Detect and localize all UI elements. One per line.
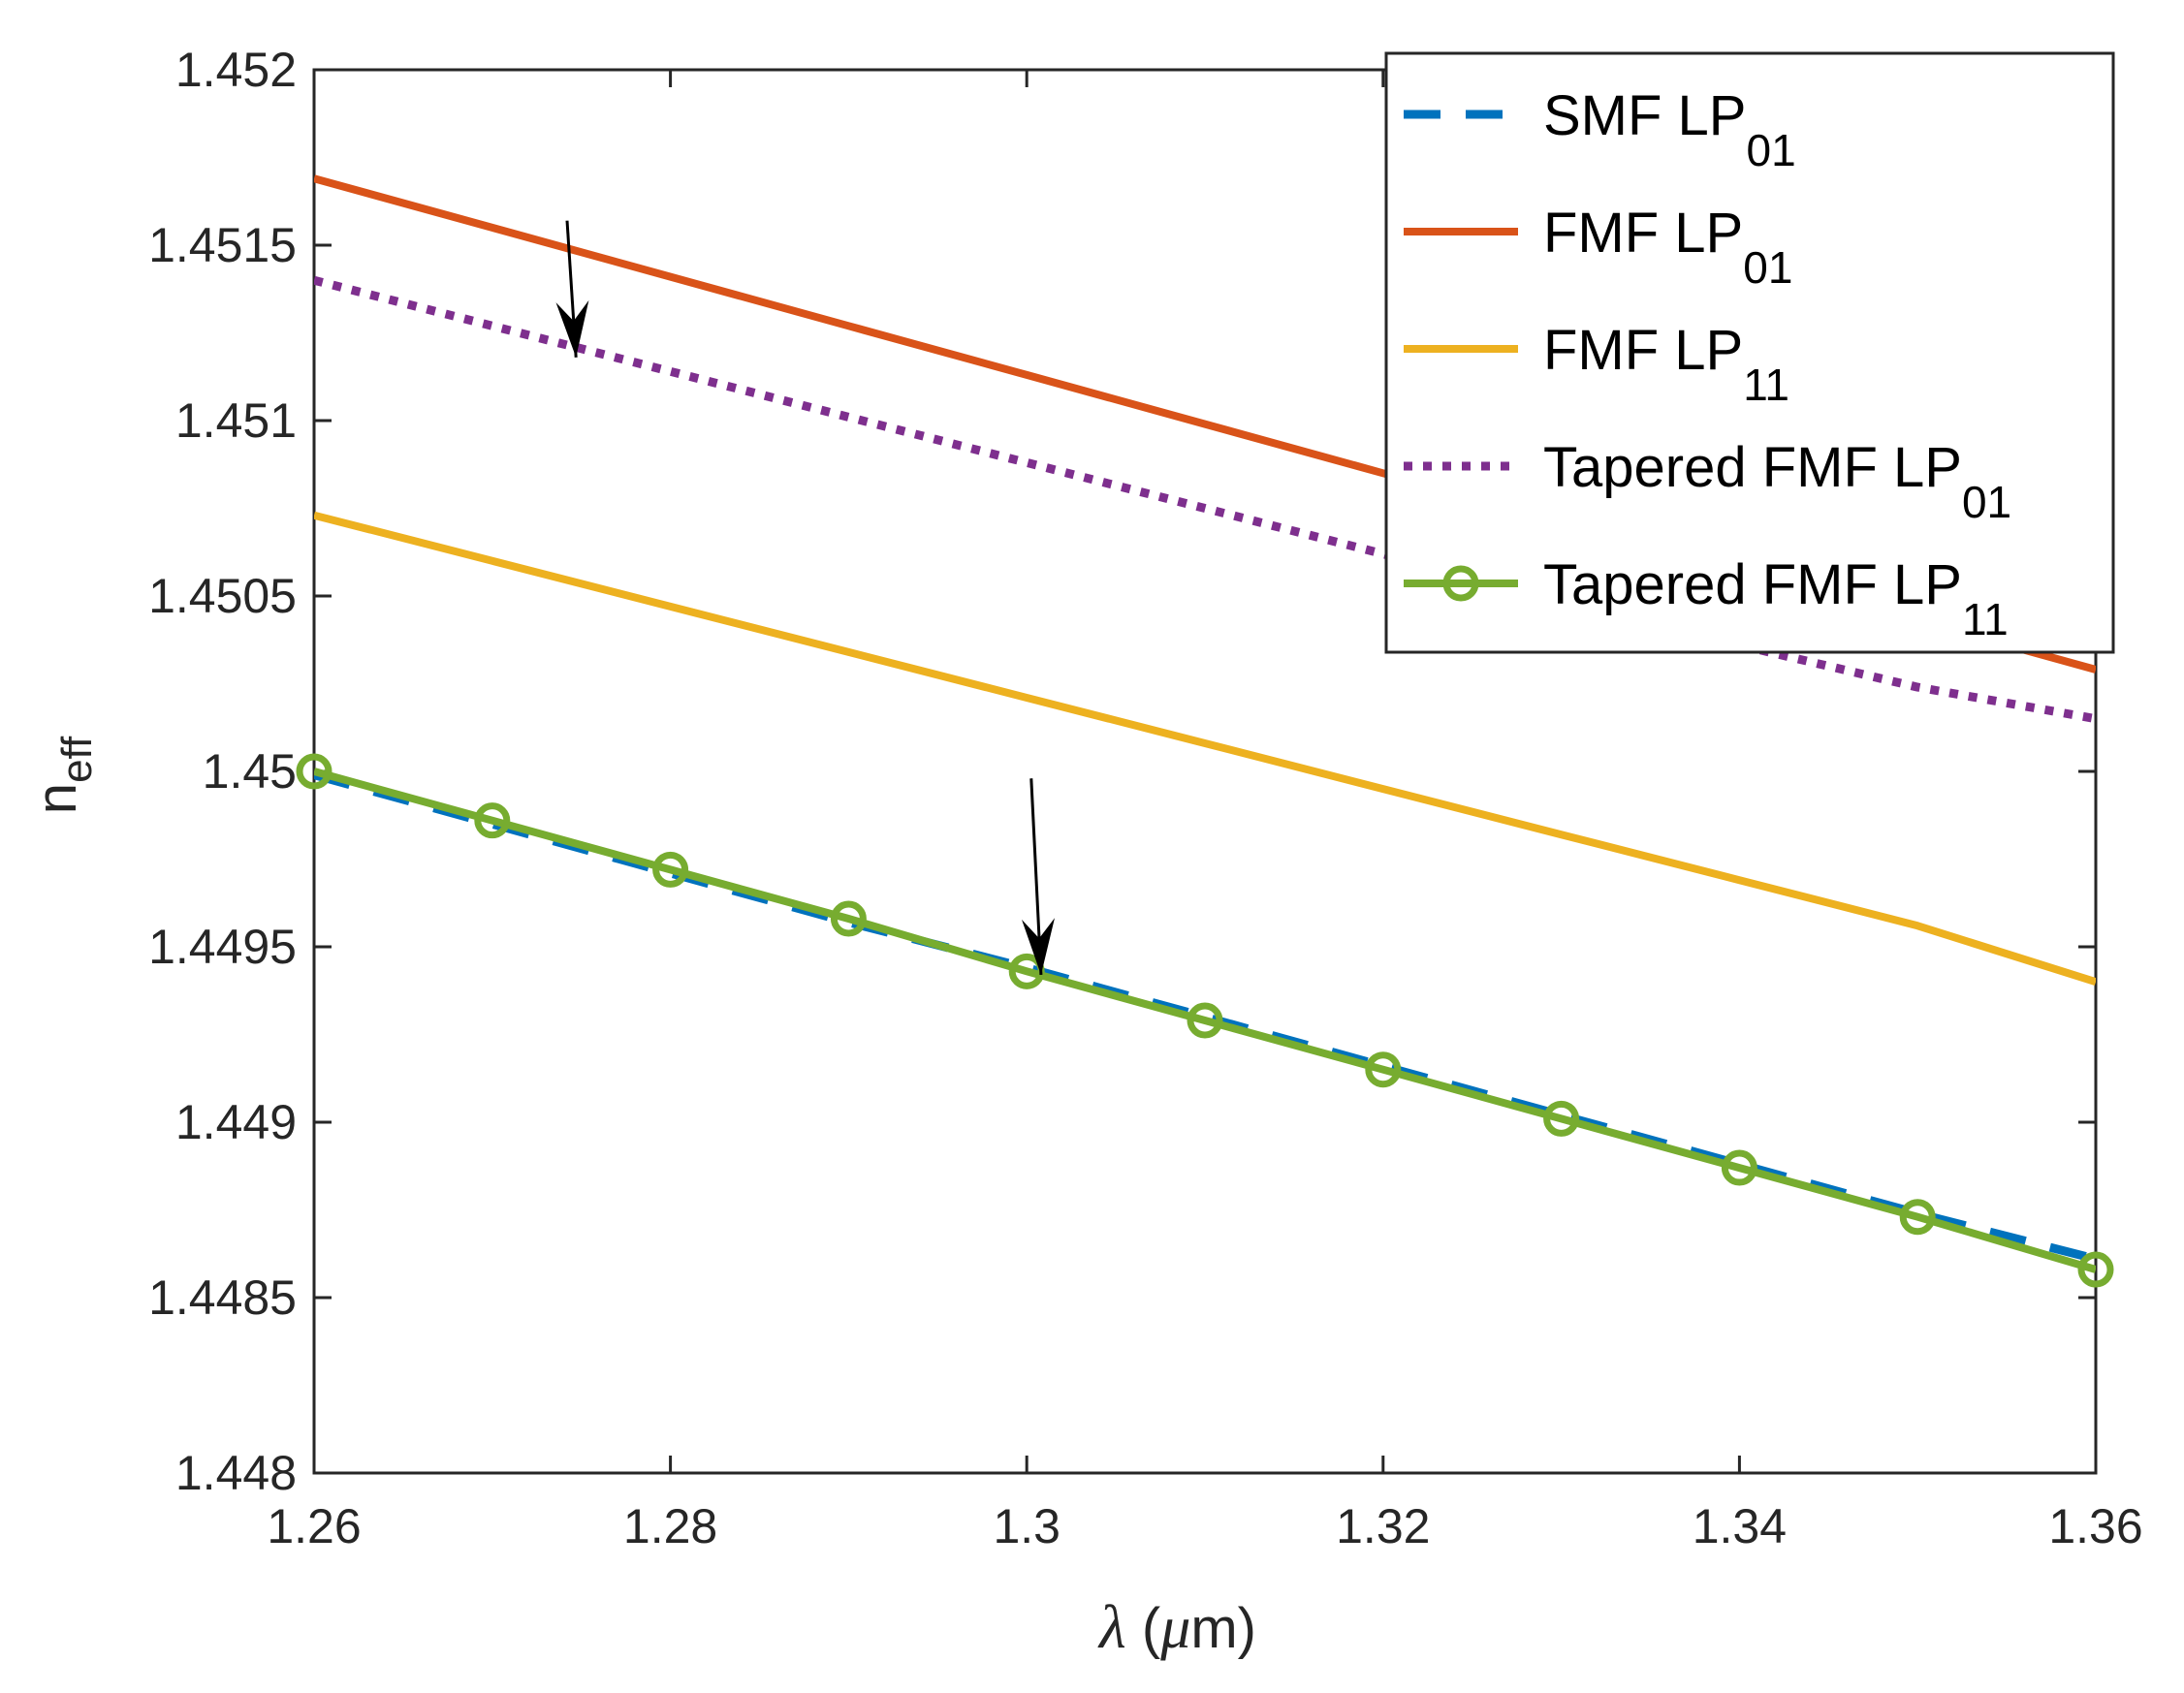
annotation-arrow bbox=[1022, 778, 1055, 976]
y-tick-label: 1.452 bbox=[175, 43, 297, 97]
x-axis-label: λ (μm) bbox=[1097, 1592, 1256, 1661]
legend-entry: SMF LP01 bbox=[1404, 84, 1796, 175]
series-line-fmf-lp11 bbox=[314, 511, 2096, 987]
y-tick-label: 1.4505 bbox=[148, 569, 297, 623]
data-point bbox=[2077, 1251, 2114, 1288]
series-line-tapered-fmf-lp01 bbox=[314, 275, 2096, 724]
x-axis-label-symbol: λ bbox=[1097, 1592, 1126, 1661]
data-point bbox=[830, 900, 867, 937]
y-tick-label: 1.4515 bbox=[148, 218, 297, 272]
y-tick-label: 1.45 bbox=[203, 744, 297, 799]
legend-marker bbox=[1442, 565, 1479, 602]
legend-label: SMF LP01 bbox=[1543, 84, 1796, 175]
x-tick-label: 1.26 bbox=[267, 1499, 361, 1553]
data-point bbox=[1721, 1149, 1757, 1186]
legend-label: Tapered FMF LP11 bbox=[1543, 553, 2009, 644]
x-axis-label-unit: m) bbox=[1190, 1597, 1256, 1660]
x-tick-label: 1.3 bbox=[993, 1499, 1060, 1553]
legend: SMF LP01 FMF LP01 FMF LP11 Tapered FMF LP01… bbox=[1384, 51, 2115, 654]
legend-entry: Tapered FMF LP11 bbox=[1404, 553, 2009, 644]
data-point bbox=[1365, 1051, 1402, 1088]
y-tick-label: 1.448 bbox=[175, 1446, 297, 1500]
x-axis-label-open: ( bbox=[1126, 1597, 1160, 1660]
data-point bbox=[1187, 1002, 1223, 1039]
legend-entry: FMF LP01 bbox=[1404, 202, 1792, 293]
y-axis-label: neff bbox=[25, 736, 101, 814]
data-point bbox=[296, 753, 332, 790]
axis-tick-labels: 1.26 1.28 1.3 1.32 1.34 1.36 1.448 1.4485 1.449 1… bbox=[148, 43, 2143, 1553]
legend-entry: Tapered FMF LP01 bbox=[1404, 436, 2011, 527]
data-point bbox=[1899, 1199, 1936, 1236]
x-tick-label: 1.34 bbox=[1693, 1499, 1787, 1553]
legend-entry: FMF LP11 bbox=[1404, 319, 1789, 410]
y-tick-label: 1.4495 bbox=[148, 920, 297, 974]
legend-label: FMF LP01 bbox=[1543, 202, 1792, 293]
y-tick-label: 1.4485 bbox=[148, 1270, 297, 1325]
y-axis-label-base: n bbox=[25, 783, 88, 814]
y-tick-label: 1.451 bbox=[175, 393, 297, 448]
annotation-arrow bbox=[555, 220, 589, 358]
annotation-arrows bbox=[555, 220, 1055, 976]
x-axis-label-mu: μ bbox=[1159, 1595, 1190, 1661]
x-tick-label: 1.28 bbox=[623, 1499, 717, 1553]
y-axis-label-sub: eff bbox=[53, 736, 101, 783]
legend-label: FMF LP11 bbox=[1543, 319, 1789, 410]
x-tick-label: 1.32 bbox=[1336, 1499, 1430, 1553]
x-tick-label: 1.36 bbox=[2048, 1499, 2142, 1553]
data-point bbox=[474, 802, 511, 839]
data-point bbox=[652, 851, 689, 888]
legend-label: Tapered FMF LP01 bbox=[1543, 436, 2011, 527]
y-tick-label: 1.449 bbox=[175, 1095, 297, 1149]
data-point bbox=[1543, 1100, 1580, 1137]
series-line-tapered-fmf-lp11 bbox=[314, 768, 2096, 1273]
